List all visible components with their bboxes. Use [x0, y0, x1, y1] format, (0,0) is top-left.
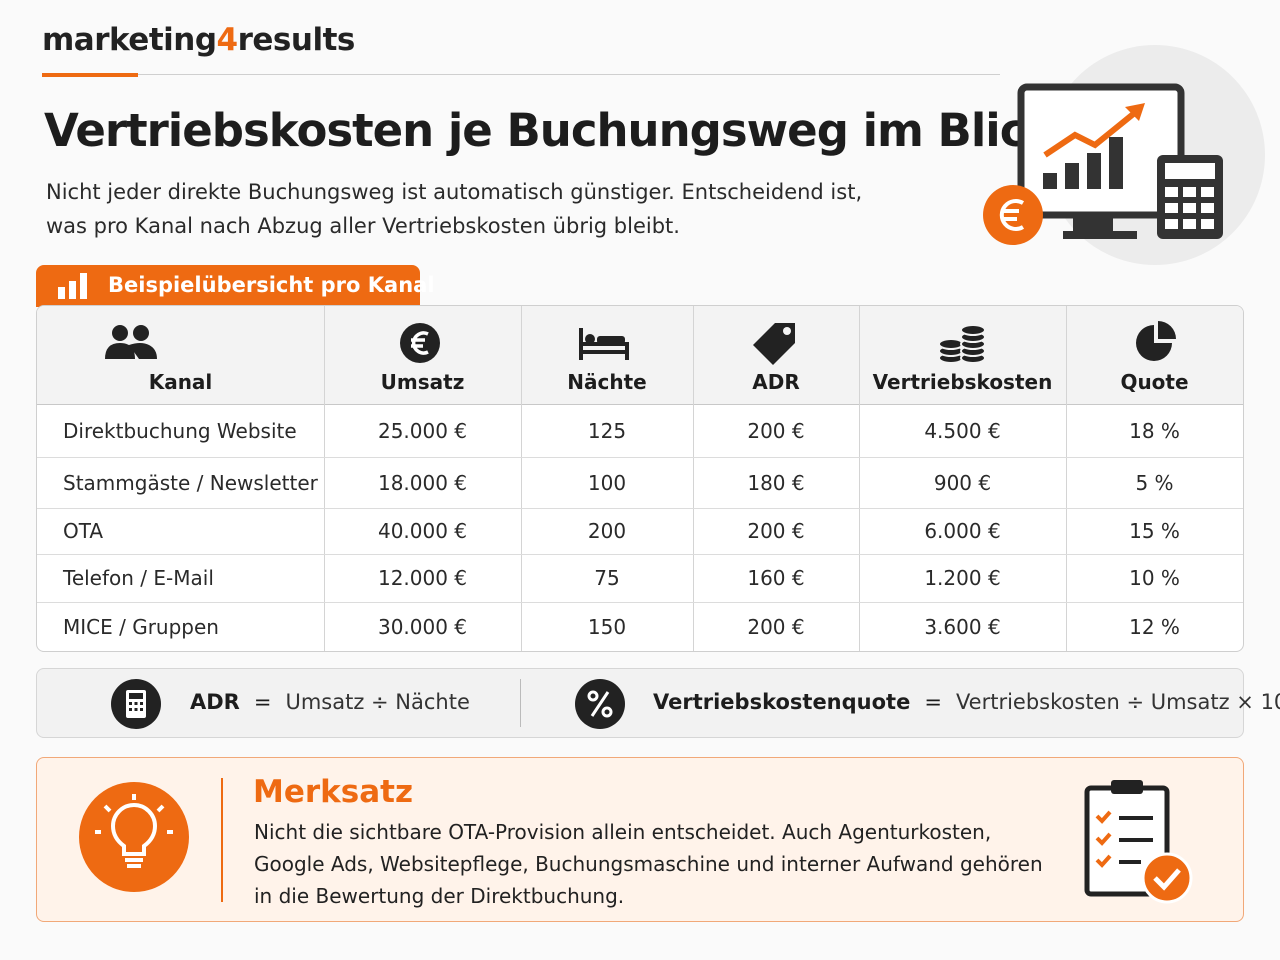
table-cell: 5 %: [1135, 470, 1174, 495]
table-cell: 200 €: [747, 418, 805, 443]
column-divider: [859, 306, 860, 651]
icon-tag: [753, 323, 795, 365]
icon-pie: [1136, 321, 1176, 361]
column-header: Nächte: [567, 370, 647, 394]
formula-expression: Umsatz ÷ Nächte: [285, 690, 470, 714]
row-label: MICE / Gruppen: [63, 614, 219, 639]
brand-underline: [42, 73, 138, 77]
icon-calculator: [111, 679, 161, 729]
chart-icon: [58, 273, 87, 299]
table-cell: 3.600 €: [924, 614, 1001, 639]
section-tab: Beispielübersicht pro Kanal: [36, 265, 435, 307]
section-label: Beispielübersicht pro Kanal: [108, 273, 435, 297]
table-cell: 30.000 €: [377, 614, 468, 639]
table-cell: 15 %: [1129, 519, 1180, 543]
note-box: Merksatz: [36, 757, 1244, 922]
bars-icon: [1043, 137, 1123, 189]
formula-divider: [520, 679, 521, 727]
trend-line: [1043, 108, 1139, 158]
formula-box: ADR = Umsatz ÷ Nächte Vertriebskostenquote…: [36, 668, 1280, 738]
brand-number: 4: [216, 22, 239, 58]
row-label: Stammgäste / Newsletter: [63, 470, 318, 495]
monitor-neck: [1073, 215, 1113, 233]
row-divider: [37, 457, 1243, 458]
calculator-keys: [1165, 187, 1214, 229]
table-cell: 18.000 €: [377, 470, 468, 495]
formula: Vertriebskostenquote = Vertriebskosten ÷ U…: [653, 690, 1280, 714]
formula-equals: =: [924, 690, 942, 714]
note-line: Google Ads, Websitepflege, Buchungsmasch…: [254, 852, 1043, 876]
euro-sign: [999, 199, 1025, 231]
column-divider: [693, 306, 694, 651]
row-label: Direktbuchung Website: [63, 418, 297, 443]
column-header: Kanal: [148, 370, 213, 394]
icon-coins: [938, 324, 986, 364]
column-header: Vertriebskosten: [872, 370, 1053, 394]
note-title: Merksatz: [253, 774, 414, 810]
header-rule: [138, 74, 1000, 75]
title: Vertriebskosten je Buchungsweg im Blick: [44, 104, 1055, 157]
column-header: Quote: [1120, 370, 1189, 394]
illustration: [983, 45, 1265, 265]
icon-people: [105, 325, 157, 359]
formula-equals: =: [253, 690, 272, 714]
table-cell: 75: [594, 566, 620, 590]
row-divider: [37, 602, 1243, 603]
column-divider: [324, 306, 325, 651]
trend-arrow: [1125, 103, 1145, 121]
row-label: OTA: [63, 519, 104, 543]
table-cell: 12.000 €: [377, 566, 468, 590]
table-cell: 12 %: [1129, 614, 1180, 639]
subtitle: was pro Kanal nach Abzug aller Vertriebs…: [46, 214, 680, 238]
formula-term: Vertriebskostenquote: [653, 690, 911, 714]
table-cell: 160 €: [747, 566, 805, 590]
table-cell: 180 €: [747, 470, 805, 495]
calculator-display: [1165, 163, 1215, 179]
table-cell: 150: [587, 614, 627, 639]
table-cell: 6.000 €: [924, 519, 1001, 543]
table-cell: 200 €: [747, 614, 805, 639]
table-cell: 18 %: [1129, 418, 1180, 443]
note-line: in die Bewertung der Direktbuchung.: [254, 884, 625, 908]
subtitle: Nicht jeder direkte Buchungsweg ist auto…: [46, 180, 863, 204]
table-cell: 1.200 €: [924, 566, 1001, 590]
formula-expression: Vertriebskosten ÷ Umsatz × 100: [955, 690, 1280, 714]
icon-lightbulb: [79, 782, 189, 892]
table-cell: 40.000 €: [377, 519, 468, 543]
table-cell: 100: [587, 470, 627, 495]
euro-coin: [983, 185, 1043, 245]
table-cell: 200 €: [747, 519, 805, 543]
note-divider: [221, 778, 223, 902]
note-line: Nicht die sichtbare OTA-Provision allein…: [254, 820, 992, 844]
column-header: Umsatz: [380, 370, 465, 394]
table-cell: 4.500 €: [924, 418, 1001, 443]
column-divider: [1066, 306, 1067, 651]
column-header: ADR: [752, 370, 800, 394]
brand-prefix: marketing: [42, 22, 217, 58]
icon-checklist: [1084, 780, 1193, 904]
table-cell: 25.000 €: [377, 418, 468, 443]
table-header: [37, 306, 1243, 405]
table-cell: 125: [587, 418, 627, 443]
formula: ADR = Umsatz ÷ Nächte: [190, 690, 470, 714]
brand-suffix: results: [237, 22, 356, 58]
row-divider: [37, 554, 1243, 555]
formula-term: ADR: [190, 690, 240, 714]
icon-bed: [579, 328, 629, 360]
table-cell: 200: [587, 519, 627, 543]
table: Kanal Umsatz Nächte ADR Vertriebskosten Quote…: [36, 305, 1244, 652]
row-divider: [37, 508, 1243, 509]
icon-percent: [575, 679, 625, 729]
icon-euro: [400, 323, 440, 363]
table-cell: 900 €: [933, 470, 992, 495]
monitor-base: [1063, 231, 1137, 239]
brand: marketing4results: [42, 22, 355, 58]
table-cell: 10 %: [1129, 566, 1180, 590]
column-divider: [521, 306, 522, 651]
row-label: Telefon / E-Mail: [63, 566, 214, 590]
